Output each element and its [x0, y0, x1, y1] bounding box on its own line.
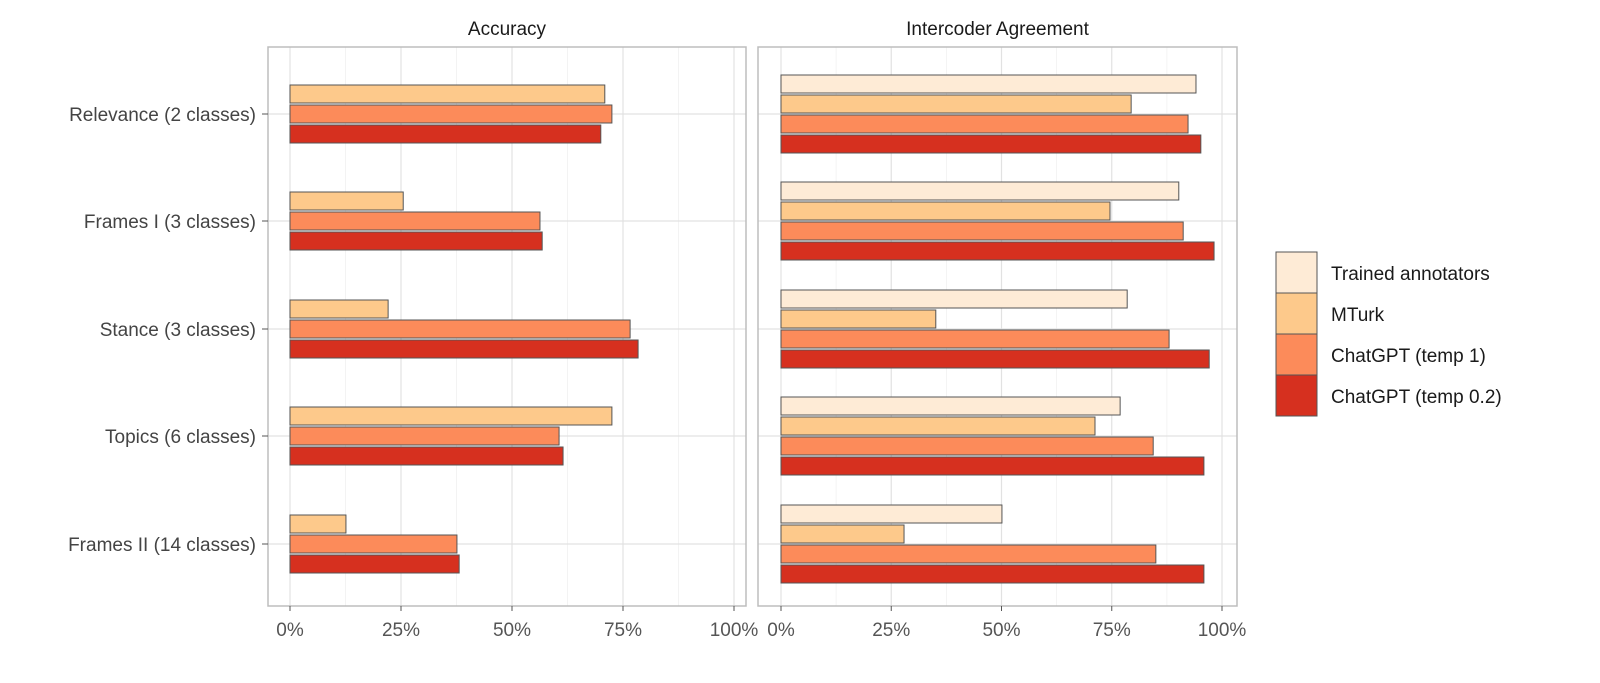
legend-swatch	[1275, 251, 1318, 294]
bar-chatgpt-temp-1-	[780, 221, 1184, 241]
y-tick-label: Topics (6 classes)	[105, 427, 256, 448]
bar-trained-annotators	[780, 289, 1128, 309]
bar-chatgpt-temp-0-2-	[289, 554, 460, 574]
x-tick-label: 0%	[276, 620, 304, 641]
bar-chatgpt-temp-1-	[780, 544, 1157, 564]
bar-chatgpt-temp-1-	[289, 104, 613, 124]
bar-chatgpt-temp-0-2-	[289, 446, 564, 466]
bar-trained-annotators	[780, 504, 1003, 524]
bar-chatgpt-temp-1-	[289, 211, 541, 231]
x-tick-label: 50%	[493, 620, 531, 641]
bar-trained-annotators	[780, 181, 1180, 201]
bar-chatgpt-temp-1-	[289, 319, 631, 339]
x-tick-label: 75%	[1093, 620, 1131, 641]
bar-mturk	[780, 201, 1111, 221]
bar-mturk	[780, 524, 905, 544]
bar-trained-annotators	[780, 74, 1197, 94]
bar-chatgpt-temp-1-	[780, 329, 1170, 349]
bar-chatgpt-temp-0-2-	[780, 134, 1202, 154]
bar-chatgpt-temp-1-	[780, 436, 1154, 456]
panel-border	[757, 46, 1238, 607]
bar-mturk	[289, 406, 613, 426]
bar-mturk	[780, 416, 1096, 436]
y-tick-label: Relevance (2 classes)	[69, 105, 256, 126]
x-tick-label: 100%	[710, 620, 759, 641]
x-tick-label: 100%	[1198, 620, 1247, 641]
bar-mturk	[289, 299, 389, 319]
x-tick-label: 75%	[604, 620, 642, 641]
y-tick-label: Stance (3 classes)	[100, 320, 256, 341]
x-tick-label: 25%	[872, 620, 910, 641]
bar-mturk	[289, 191, 404, 211]
bar-chatgpt-temp-0-2-	[289, 339, 639, 359]
bar-chatgpt-temp-1-	[289, 426, 560, 446]
bar-mturk	[780, 309, 937, 329]
legend-swatch	[1275, 374, 1318, 417]
bar-chatgpt-temp-0-2-	[780, 241, 1215, 261]
bar-chatgpt-temp-0-2-	[780, 564, 1205, 584]
bar-chatgpt-temp-0-2-	[289, 231, 543, 251]
bar-mturk	[289, 514, 347, 534]
y-tick-label: Frames II (14 classes)	[68, 535, 256, 556]
x-tick-label: 50%	[982, 620, 1020, 641]
panel-title: Intercoder Agreement	[906, 19, 1089, 40]
legend-label: ChatGPT (temp 1)	[1331, 346, 1486, 367]
bar-chatgpt-temp-1-	[780, 114, 1189, 134]
bar-chatgpt-temp-0-2-	[289, 124, 602, 144]
bar-mturk	[289, 84, 606, 104]
legend-label: MTurk	[1331, 305, 1385, 326]
bar-trained-annotators	[780, 396, 1121, 416]
legend-label: ChatGPT (temp 0.2)	[1331, 387, 1502, 408]
legend-swatch	[1275, 292, 1318, 335]
bar-mturk	[780, 94, 1132, 114]
legend-swatch	[1275, 333, 1318, 376]
legend-label: Trained annotators	[1331, 264, 1490, 285]
panel-border	[267, 46, 747, 607]
bar-chatgpt-temp-1-	[289, 534, 458, 554]
x-tick-label: 25%	[382, 620, 420, 641]
y-tick-label: Frames I (3 classes)	[84, 212, 256, 233]
x-tick-label: 0%	[767, 620, 795, 641]
panel-title: Accuracy	[468, 19, 547, 40]
bar-chatgpt-temp-0-2-	[780, 456, 1205, 476]
bar-chatgpt-temp-0-2-	[780, 349, 1210, 369]
